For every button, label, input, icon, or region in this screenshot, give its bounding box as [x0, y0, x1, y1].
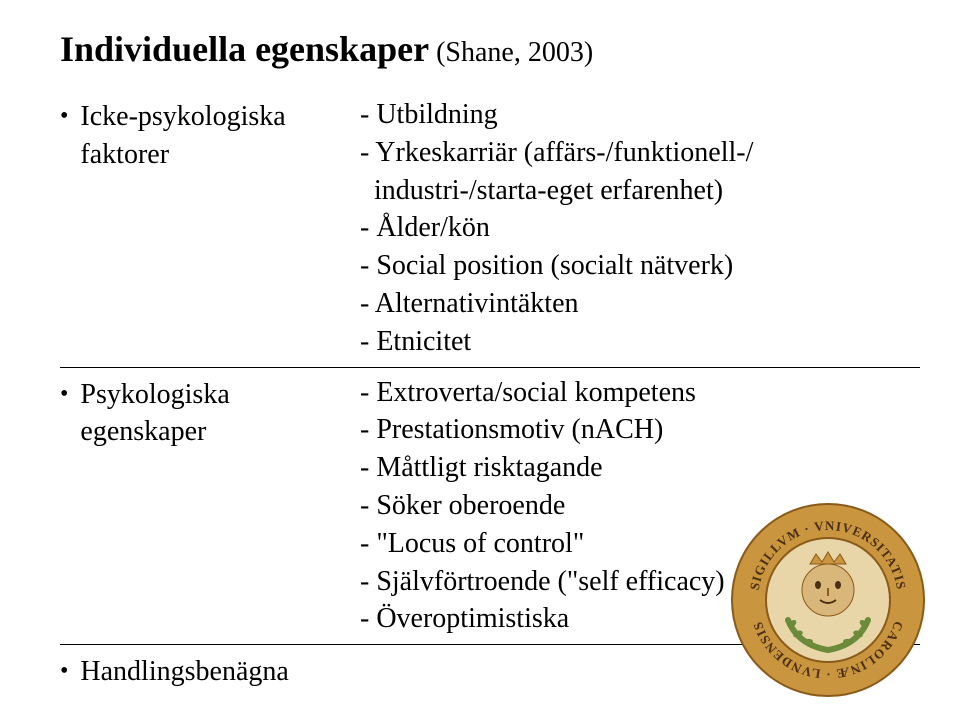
- title-main: Individuella egenskaper: [60, 29, 429, 69]
- group-2-label-line1: Psykologiska: [80, 376, 229, 414]
- list-item: - Yrkeskarriär (affärs-/funktionell-/: [360, 134, 920, 172]
- slide-title: Individuella egenskaper (Shane, 2003): [60, 28, 920, 70]
- list-item: - Alternativintäkten: [360, 285, 920, 323]
- group-2-left: • Psykologiska egenskaper: [60, 374, 360, 452]
- list-item: - Etnicitet: [360, 323, 920, 361]
- list-item: - Extroverta/social kompetens: [360, 374, 920, 412]
- list-item: - Social position (socialt nätverk): [360, 247, 920, 285]
- university-seal-icon: SIGILLVM · VNIVERSITATIS CAROLINÆ · LVND…: [728, 500, 928, 700]
- group-3-label: Handlingsbenägna: [80, 653, 288, 691]
- list-item: - Utbildning: [360, 96, 920, 134]
- bullet-icon: •: [60, 659, 68, 683]
- divider-1: [60, 367, 920, 368]
- list-item: industri-/starta-eget erfarenhet): [360, 172, 920, 210]
- list-item: - Prestationsmotiv (nACH): [360, 411, 920, 449]
- group-1-label-line1: Icke-psykologiska: [80, 98, 285, 136]
- group-1-label-line2: faktorer: [80, 136, 285, 174]
- group-2-label: Psykologiska egenskaper: [80, 376, 229, 452]
- list-item: - Måttligt risktagande: [360, 449, 920, 487]
- group-1-items: - Utbildning - Yrkeskarriär (affärs-/fun…: [360, 96, 920, 361]
- group-2-label-line2: egenskaper: [80, 413, 229, 451]
- group-1: • Icke-psykologiska faktorer - Utbildnin…: [60, 96, 920, 361]
- title-sub: (Shane, 2003): [429, 37, 593, 68]
- group-1-label: Icke-psykologiska faktorer: [80, 98, 285, 174]
- group-3-left: • Handlingsbenägna: [60, 651, 289, 691]
- bullet-icon: •: [60, 104, 68, 128]
- bullet-icon: •: [60, 382, 68, 406]
- list-item: - Ålder/kön: [360, 209, 920, 247]
- group-1-left: • Icke-psykologiska faktorer: [60, 96, 360, 174]
- slide-root: Individuella egenskaper (Shane, 2003) • …: [0, 0, 960, 720]
